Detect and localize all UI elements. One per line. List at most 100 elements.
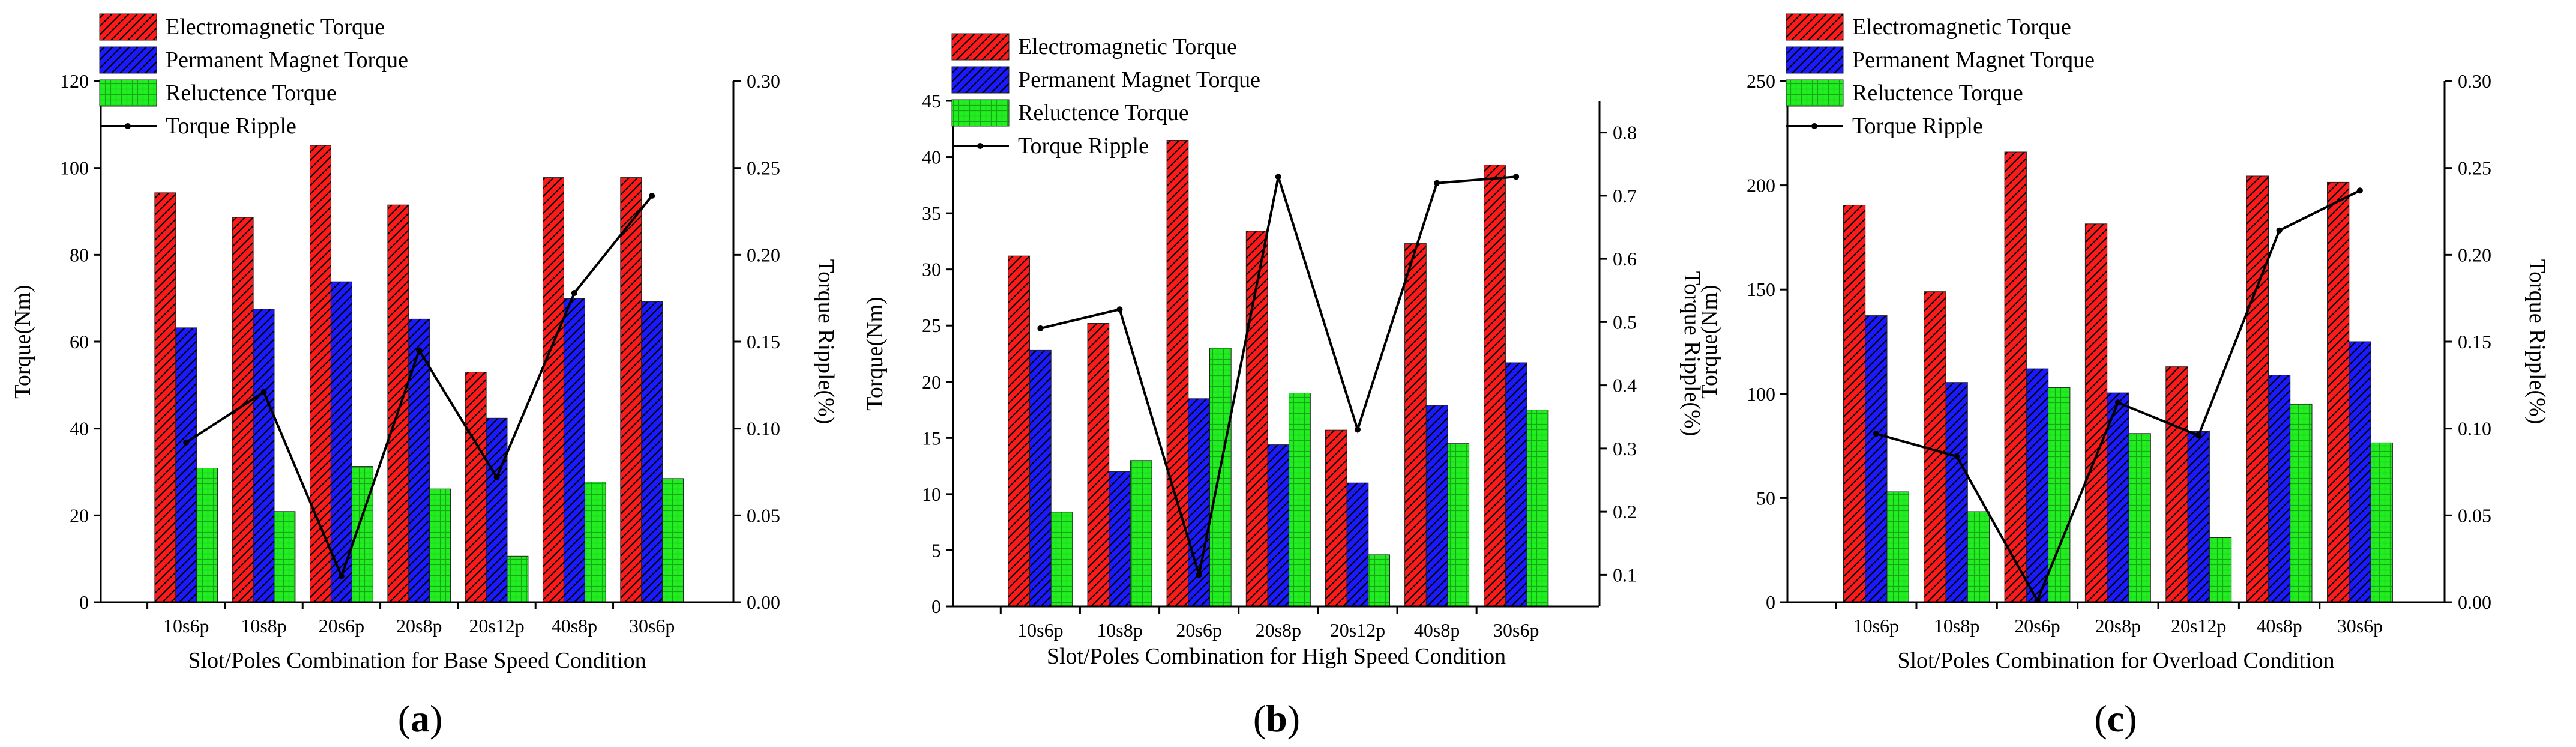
y2tick-label-c-5: 0.25	[2458, 157, 2491, 179]
legend-label-a-0: Electromagnetic Torque	[166, 14, 385, 40]
ripple-point-a-c5	[571, 290, 577, 296]
ytick-label-a-1: 20	[70, 504, 89, 526]
legend-swatch-a-0	[99, 13, 157, 41]
x-axis-title-b: Slot/Poles Combination for High Speed Co…	[1047, 644, 1506, 669]
bar-b-s0-c5	[1404, 243, 1427, 607]
panel-label-letter: c	[2107, 697, 2124, 740]
y2tick-label-b-6: 0.7	[1613, 185, 1637, 207]
bar-a-s0-c5	[543, 177, 564, 603]
ripple-point-b-c1	[1116, 306, 1123, 313]
ripple-point-b-c3	[1275, 174, 1281, 180]
ytick-label-b-2: 10	[922, 483, 941, 505]
bar-c-s0-c0	[1843, 205, 1866, 603]
xtick-label-b-5: 40s8p	[1414, 619, 1460, 641]
ytick-label-a-5: 100	[60, 157, 89, 179]
y2tick-label-b-7: 0.8	[1613, 122, 1637, 144]
ytick-label-c-3: 150	[1747, 279, 1775, 300]
y2tick-label-c-2: 0.10	[2458, 418, 2491, 440]
bar-b-s1-c1	[1109, 471, 1131, 607]
xtick-label-c-3: 20s8p	[2095, 615, 2141, 637]
y2tick-label-a-1: 0.05	[747, 504, 780, 526]
bar-b-s2-c4	[1368, 554, 1391, 607]
panel-label-a: (a)	[398, 697, 443, 740]
y2-axis-title-a: Torque Ripple(%)	[813, 259, 838, 425]
panel-label-c: (c)	[2094, 697, 2137, 740]
bar-a-s1-c5	[563, 298, 585, 603]
bar-b-s0-c3	[1245, 231, 1268, 607]
ytick-label-a-2: 40	[70, 418, 89, 440]
y2-axis-title-b: Torque Ripple(%)	[1679, 271, 1705, 437]
panel-label-b: (b)	[1253, 697, 1300, 740]
xtick-label-b-4: 20s12p	[1330, 619, 1385, 641]
y2tick-label-b-3: 0.4	[1613, 375, 1637, 396]
ytick-label-a-0: 0	[79, 591, 89, 613]
ytick-label-c-1: 50	[1756, 487, 1775, 509]
bar-a-s0-c3	[387, 204, 409, 603]
xtick-label-c-2: 20s6p	[2014, 615, 2060, 637]
legend-label-a-3: Torque Ripple	[166, 113, 296, 139]
chart-panel-a: 0 20 40 60 80 100 120 0.00 0.05 0.10 0.15 0.20 0.25 0…	[10, 13, 838, 740]
xtick-label-a-3: 20s8p	[396, 615, 442, 637]
xtick-label-b-6: 30s6p	[1493, 619, 1539, 641]
ytick-label-b-1: 5	[931, 539, 941, 561]
bar-b-s1-c5	[1425, 405, 1448, 607]
xtick-label-c-1: 10s8p	[1934, 615, 1979, 637]
legend-swatch-c-2	[1786, 79, 1844, 107]
bar-a-s2-c3	[429, 488, 451, 603]
bar-c-s2-c5	[2290, 404, 2313, 603]
ytick-label-b-4: 20	[922, 371, 941, 393]
chart-panel-c: 0 50 100 150 200 250 0.00 0.05 0.10 0.15 0.20 0.25 0…	[1697, 13, 2550, 740]
legend-swatch-a-1	[99, 46, 157, 74]
bar-b-s2-c0	[1050, 512, 1073, 607]
bar-a-s2-c4	[507, 555, 529, 603]
ripple-point-a-c2	[338, 573, 345, 579]
legend-label-c-3: Torque Ripple	[1852, 113, 1983, 139]
legend-label-c-2: Reluctence Torque	[1852, 80, 2023, 106]
bar-c-s2-c0	[1886, 491, 1909, 603]
bar-c-s2-c3	[2128, 433, 2151, 603]
y2tick-label-a-2: 0.10	[747, 418, 780, 440]
ytick-label-b-5: 25	[922, 315, 941, 336]
bar-a-s2-c0	[196, 468, 218, 603]
ripple-point-c-c0	[1873, 431, 1879, 437]
panel-label-close-paren: )	[2124, 697, 2137, 740]
legend-label-c-1: Permanent Magnet Torque	[1852, 47, 2095, 73]
xtick-label-a-0: 10s6p	[163, 615, 209, 637]
bar-c-s0-c4	[2165, 366, 2188, 603]
legend-swatch-c-0	[1786, 13, 1844, 41]
y2tick-label-b-0: 0.1	[1613, 564, 1637, 585]
ripple-point-c-c4	[2195, 432, 2202, 439]
legend-label-a-1: Permanent Magnet Torque	[166, 47, 408, 73]
bar-c-s0-c6	[2327, 181, 2350, 603]
bar-c-s1-c4	[2187, 431, 2210, 603]
ripple-point-b-c6	[1513, 174, 1520, 180]
ripple-point-a-c3	[416, 347, 423, 354]
y2-axis-title-c: Torque Ripple(%)	[2524, 259, 2550, 425]
legend-swatch-b-0	[951, 33, 1010, 61]
bar-a-s2-c1	[274, 511, 296, 603]
panel-label-open-paren: (	[398, 697, 411, 740]
bar-c-s1-c0	[1865, 315, 1888, 603]
legend-label-a-2: Reluctence Torque	[166, 80, 337, 106]
bar-a-s1-c0	[175, 327, 197, 603]
bar-c-s0-c5	[2246, 175, 2269, 603]
panel-label-open-paren: (	[1253, 697, 1266, 740]
ripple-point-b-c2	[1196, 572, 1202, 578]
ripple-point-c-c5	[2276, 227, 2283, 234]
legend-label-b-2: Reluctence Torque	[1018, 100, 1189, 126]
bar-a-s0-c6	[620, 177, 642, 603]
ytick-label-a-3: 60	[70, 331, 89, 352]
bar-c-s2-c6	[2370, 442, 2393, 603]
ytick-label-c-0: 0	[1766, 591, 1775, 613]
legend-label-b-0: Electromagnetic Torque	[1018, 34, 1237, 59]
legend-label-b-3: Torque Ripple	[1018, 133, 1149, 159]
y2tick-label-b-4: 0.5	[1613, 311, 1637, 333]
bar-b-s2-c3	[1289, 393, 1311, 607]
xtick-label-a-6: 30s6p	[629, 615, 675, 637]
xtick-label-b-0: 10s6p	[1017, 619, 1063, 641]
bar-c-s1-c5	[2268, 375, 2291, 603]
ytick-label-b-3: 15	[922, 427, 941, 449]
bar-b-s2-c5	[1447, 443, 1470, 607]
bar-c-s0-c2	[2004, 151, 2027, 603]
